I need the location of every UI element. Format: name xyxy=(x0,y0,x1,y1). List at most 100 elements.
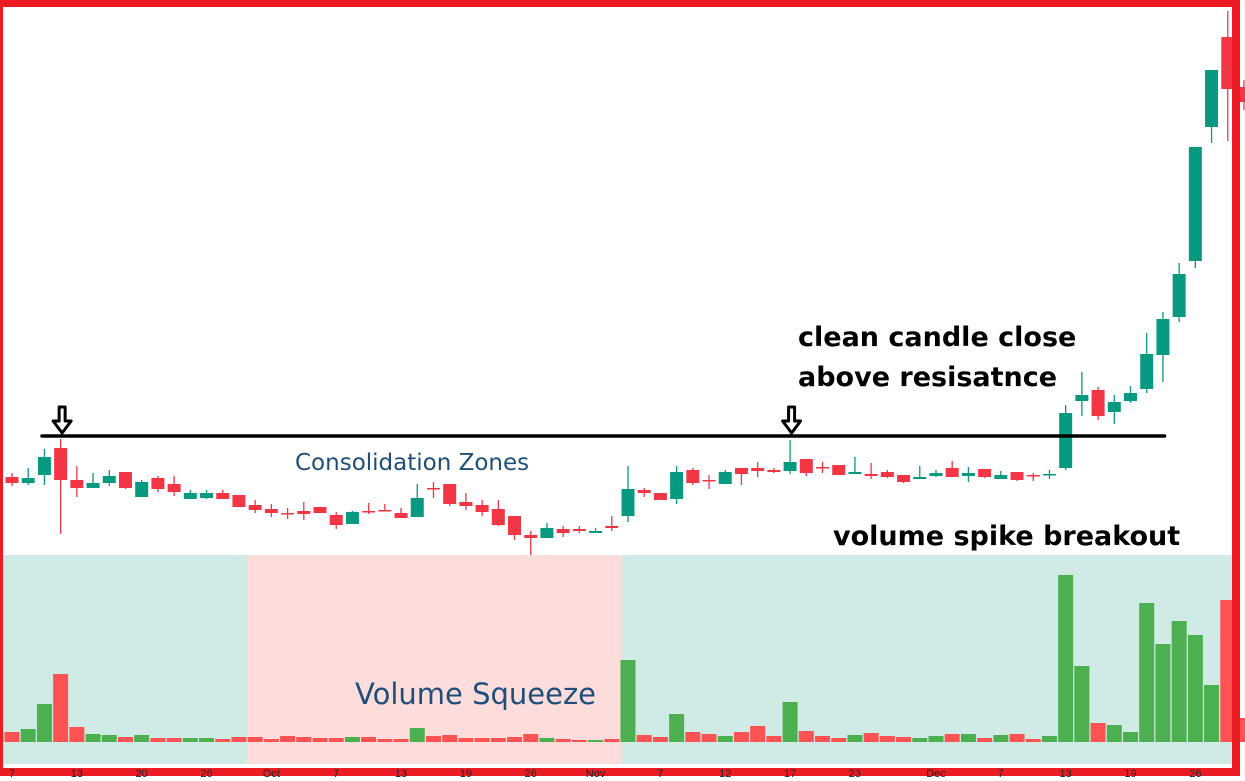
x-tick-label: Dec xyxy=(926,768,946,780)
volume-bar xyxy=(620,660,636,742)
candle-body xyxy=(1107,402,1121,412)
x-tick-label: 26 xyxy=(524,768,537,780)
volume-bar xyxy=(896,737,912,742)
volume-bar xyxy=(215,739,231,742)
volume-bar xyxy=(328,738,344,742)
volume-bar xyxy=(20,729,36,742)
volume-bar xyxy=(458,738,474,742)
candle-body xyxy=(751,468,765,471)
candle-body xyxy=(232,495,246,507)
candle-body xyxy=(945,468,959,477)
x-tick-label: 19 xyxy=(1124,768,1137,780)
volume-bar xyxy=(944,734,960,742)
candle-body xyxy=(459,502,473,506)
volume-bar xyxy=(879,736,895,742)
candle-body xyxy=(572,529,586,531)
volume-bar xyxy=(1123,732,1138,742)
candle-body xyxy=(994,475,1008,479)
volume-zones xyxy=(3,555,1233,764)
volume-bar xyxy=(1009,734,1025,742)
candle-body xyxy=(1172,274,1186,317)
volume-bars xyxy=(0,575,1245,742)
volume-bar xyxy=(101,735,117,742)
volume-bar xyxy=(685,732,701,742)
volume-bar xyxy=(53,674,69,742)
candle-body xyxy=(702,480,716,482)
candle-body xyxy=(1010,472,1024,480)
volume-bar xyxy=(69,727,85,742)
candle-body xyxy=(329,515,343,525)
x-tick-label: 7 xyxy=(8,768,16,780)
candle-body xyxy=(1188,147,1202,261)
volume-bar xyxy=(912,738,928,742)
volume-bar xyxy=(960,734,976,742)
volume-bar xyxy=(361,737,377,742)
volume-bar xyxy=(539,738,555,742)
candle-body xyxy=(929,473,943,476)
candle-body xyxy=(167,484,181,492)
candle-body xyxy=(556,529,570,533)
x-tick-label: 23 xyxy=(848,768,862,780)
x-tick-label: 7 xyxy=(333,768,340,780)
volume-bar xyxy=(798,731,814,742)
volume-bar xyxy=(669,714,685,742)
volume-bar xyxy=(847,735,863,742)
x-tick-label: 13 xyxy=(70,768,83,780)
volume-bar xyxy=(36,704,52,742)
candle-body xyxy=(21,478,35,483)
candle-body xyxy=(637,490,651,493)
candle-body xyxy=(1026,475,1040,477)
candle-body xyxy=(508,516,522,535)
candle-body xyxy=(200,493,214,498)
candle-body xyxy=(540,528,554,538)
volume-bar xyxy=(1155,644,1171,742)
candle-body xyxy=(832,465,846,475)
candle-body xyxy=(362,511,376,513)
candle-body xyxy=(1237,87,1245,102)
candle-body xyxy=(864,474,878,476)
candle-body xyxy=(248,505,262,510)
candle-body xyxy=(426,488,440,490)
candle-body xyxy=(1221,37,1235,89)
candle-body xyxy=(524,535,538,538)
volume-bar xyxy=(442,735,458,742)
candle-body xyxy=(848,472,862,474)
volume-bar xyxy=(409,728,425,742)
volume-bar xyxy=(766,736,782,742)
x-tick-label: 19 xyxy=(459,768,472,780)
volume-bar xyxy=(928,736,944,742)
candle-body xyxy=(1124,393,1137,401)
volume-bar xyxy=(1058,575,1074,742)
candle-body xyxy=(1091,390,1105,416)
x-tick-label: Nov xyxy=(585,768,606,780)
candle-body xyxy=(897,475,911,482)
candle-body xyxy=(718,472,732,484)
candle-body xyxy=(816,467,830,469)
volume-bar xyxy=(4,732,20,742)
volume-bar xyxy=(863,733,879,742)
volume-bar xyxy=(296,737,312,742)
candle-body xyxy=(443,484,457,504)
volume-bar xyxy=(588,740,604,742)
volume-bar xyxy=(312,738,328,742)
candle-body xyxy=(978,469,992,477)
down-arrow-icon xyxy=(781,405,803,435)
volume-bar xyxy=(831,738,847,742)
volume-bar xyxy=(555,739,571,742)
candle-body xyxy=(1205,70,1219,127)
volume-bar xyxy=(134,735,150,742)
x-tick-label: 17 xyxy=(783,768,797,780)
candle-body xyxy=(653,493,667,500)
volume-bar xyxy=(507,737,523,742)
volume-zone xyxy=(621,555,1233,764)
x-tick-label: 7 xyxy=(997,768,1004,780)
volume-bar xyxy=(263,739,279,742)
volume-bar xyxy=(150,738,166,742)
annotation-breakout-line2: above resisatnce xyxy=(798,362,1058,393)
candle-body xyxy=(686,470,700,483)
volume-bar xyxy=(1025,739,1041,742)
volume-bar xyxy=(474,738,490,742)
candle-body xyxy=(670,472,684,499)
x-tick-label: 20 xyxy=(135,768,148,780)
